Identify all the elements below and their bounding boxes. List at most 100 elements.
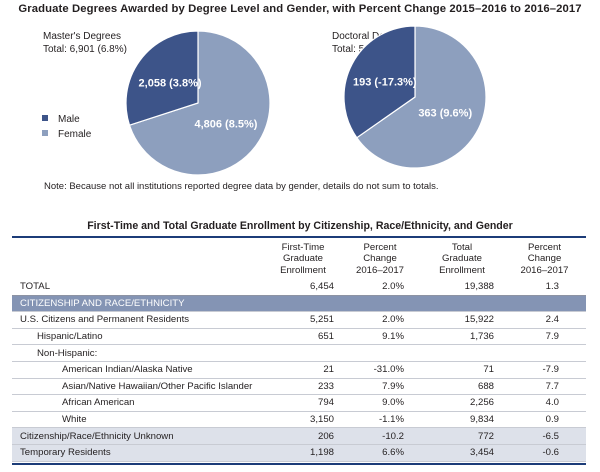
cell-pct2: 1.3 xyxy=(503,279,586,296)
doctoral-slice-male xyxy=(343,25,416,139)
masters-slice-female xyxy=(128,30,271,176)
header-total-line2: Graduate xyxy=(441,253,482,264)
cell-first-time: 6,454 xyxy=(267,279,339,296)
table-header-row: First-Time Graduate Enrollment Percent C… xyxy=(12,241,586,279)
header-pct1-line3: 2016–2017 xyxy=(355,264,405,276)
row-label: TOTAL xyxy=(12,279,267,296)
row-label: Temporary Residents xyxy=(12,444,267,462)
masters-slice-label-female: 4,806 (8.5%) xyxy=(194,118,257,130)
cell-pct2 xyxy=(503,344,586,362)
table-row: Asian/Native Hawaiian/Other Pacific Isla… xyxy=(12,378,586,396)
masters-slice-label-male: 2,058 (3.8%) xyxy=(139,78,202,90)
table-row: Hispanic/Latino 651 9.1% 1,736 7.9 xyxy=(12,328,586,346)
table-row: African American 794 9.0% 2,256 4.0 xyxy=(12,394,586,412)
header-pct1-line1: Percent xyxy=(363,241,397,253)
header-pct-change-1: Percent Change 2016–2017 xyxy=(339,241,421,279)
cell-total: 19,388 xyxy=(421,279,503,296)
cell-pct2: -6.5 xyxy=(503,427,586,445)
row-label: CITIZENSHIP AND RACE/ETHNICITY xyxy=(12,295,586,313)
table-title: First-Time and Total Graduate Enrollment… xyxy=(87,220,513,232)
header-total: Total Graduate Enrollment xyxy=(421,241,503,279)
note: Note: Because not all institutions repor… xyxy=(44,181,439,192)
cell-first-time: 206 xyxy=(267,427,339,445)
header-pct2-line1: Percent xyxy=(527,241,562,253)
doctoral-slice-label-female: 363 (9.6%) xyxy=(418,108,472,120)
doctoral-slice-female xyxy=(355,25,487,169)
header-blank xyxy=(12,241,267,279)
cell-total: 3,454 xyxy=(421,444,503,462)
header-pct1-line2: Change xyxy=(363,253,397,264)
cell-pct1: 2.0% xyxy=(339,279,421,296)
cell-total xyxy=(421,344,503,362)
masters-slice-male xyxy=(125,30,199,126)
row-label: Non-Hispanic: xyxy=(12,344,267,362)
header-first-time-line2: Graduate xyxy=(282,253,323,264)
table-row: Temporary Residents 1,198 6.6% 3,454 -0.… xyxy=(12,444,586,462)
enrollment-table: First-Time Graduate Enrollment Percent C… xyxy=(12,241,586,462)
cell-pct2: 7.9 xyxy=(503,328,586,346)
header-pct2-line3: 2016–2017 xyxy=(520,264,569,276)
cell-pct1: -1.1% xyxy=(339,411,421,429)
cell-pct1: -31.0% xyxy=(339,361,421,379)
cell-pct1: 9.0% xyxy=(339,394,421,412)
table-row-total: TOTAL 6,454 2.0% 19,388 1.3 xyxy=(12,279,586,296)
row-label: White xyxy=(12,411,267,429)
header-total-line1: Total xyxy=(451,241,473,253)
row-label: Hispanic/Latino xyxy=(12,328,267,346)
cell-pct1: -10.2 xyxy=(339,427,421,445)
header-first-time-line3: Enrollment xyxy=(280,264,326,276)
cell-first-time: 1,198 xyxy=(267,444,339,462)
header-first-time: First-Time Graduate Enrollment xyxy=(267,241,339,279)
doctoral-pie-title: Doctoral Degrees xyxy=(332,31,410,42)
legend-male-label: Male xyxy=(58,114,80,125)
doctoral-slice-label-male: 193 (-17.3%) xyxy=(353,76,417,88)
cell-total: 9,834 xyxy=(421,411,503,429)
masters-pie-subtitle: Total: 6,901 (6.8%) xyxy=(43,44,127,55)
cell-total: 1,736 xyxy=(421,328,503,346)
legend-female-label: Female xyxy=(58,129,92,140)
cell-first-time xyxy=(267,344,339,362)
cell-pct2: -0.6 xyxy=(503,444,586,462)
cell-first-time: 651 xyxy=(267,328,339,346)
cell-first-time: 233 xyxy=(267,378,339,396)
row-label: African American xyxy=(12,394,267,412)
masters-pie-title: Master's Degrees xyxy=(43,31,122,42)
legend-male: Male xyxy=(42,114,80,125)
cell-total: 2,256 xyxy=(421,394,503,412)
row-label: Asian/Native Hawaiian/Other Pacific Isla… xyxy=(12,378,267,396)
cell-pct2: 4.0 xyxy=(503,394,586,412)
cell-first-time: 21 xyxy=(267,361,339,379)
legend-male-swatch xyxy=(42,115,48,121)
cell-total: 15,922 xyxy=(421,311,503,329)
table-row: Non-Hispanic: xyxy=(12,344,586,362)
header-pct-change-2: Percent Change 2016–2017 xyxy=(503,241,586,279)
header-first-time-line1: First-Time xyxy=(281,241,325,253)
cell-first-time: 794 xyxy=(267,394,339,412)
chart-title: Graduate Degrees Awarded by Degree Level… xyxy=(18,3,582,15)
pie-charts: 4,806 (8.5%) 2,058 (3.8%) 363 (9.6%) 193 (-… xyxy=(125,25,487,176)
legend-female-swatch xyxy=(42,130,48,136)
cell-pct1: 9.1% xyxy=(339,328,421,346)
masters-pie-labels: Master's Degrees Total: 6,901 (6.8%) xyxy=(43,30,127,56)
cell-first-time: 5,251 xyxy=(267,311,339,329)
cell-pct1: 7.9% xyxy=(339,378,421,396)
table-row: Citizenship/Race/Ethnicity Unknown 206 -… xyxy=(12,427,586,445)
cell-pct2: 0.9 xyxy=(503,411,586,429)
legend-female: Female xyxy=(42,129,91,140)
row-label: American Indian/Alaska Native xyxy=(12,361,267,379)
cell-pct2: 7.7 xyxy=(503,378,586,396)
cell-first-time: 3,150 xyxy=(267,411,339,429)
cell-total: 688 xyxy=(421,378,503,396)
table-bottom-rule xyxy=(12,463,586,465)
table-row: American Indian/Alaska Native 21 -31.0% … xyxy=(12,361,586,379)
header-total-line3: Enrollment xyxy=(439,264,485,276)
cell-total: 71 xyxy=(421,361,503,379)
cell-pct2: 2.4 xyxy=(503,311,586,329)
cell-pct2: -7.9 xyxy=(503,361,586,379)
table-top-rule xyxy=(12,236,586,238)
cell-total: 772 xyxy=(421,427,503,445)
header-pct2-line2: Change xyxy=(527,253,562,264)
row-label: U.S. Citizens and Permanent Residents xyxy=(12,311,267,329)
table-row: White 3,150 -1.1% 9,834 0.9 xyxy=(12,411,586,429)
cell-pct1 xyxy=(339,344,421,362)
